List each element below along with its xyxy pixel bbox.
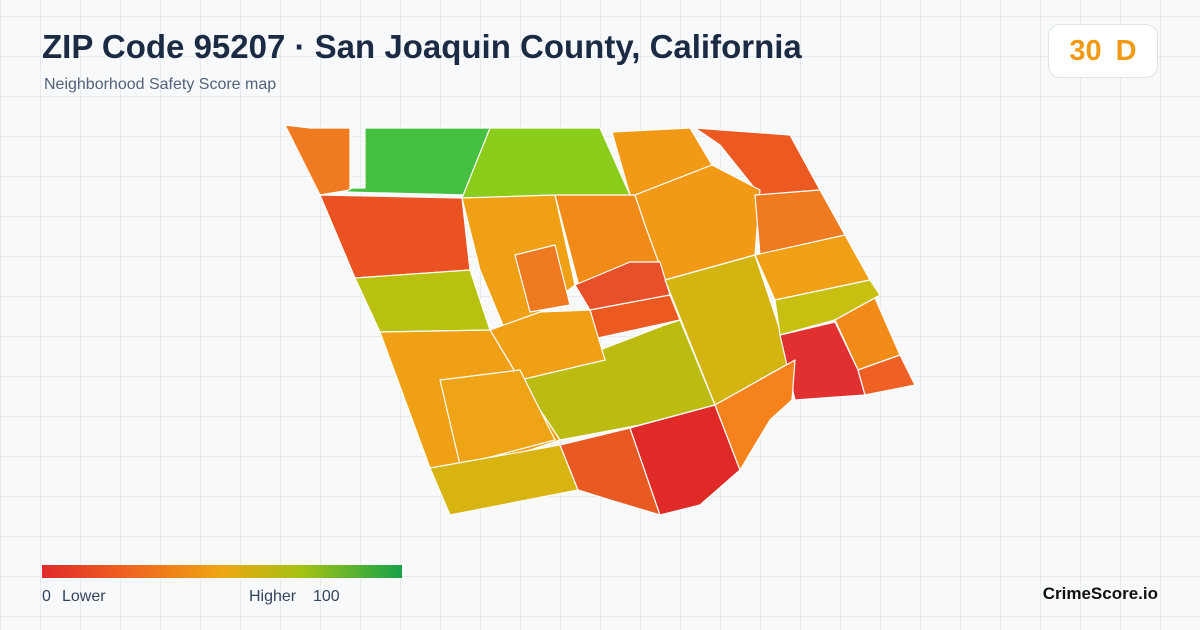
area — [319, 194, 471, 279]
score-grade: D — [1115, 34, 1137, 67]
area — [354, 269, 491, 333]
area — [629, 404, 741, 516]
legend-gradient — [42, 565, 402, 578]
area — [439, 369, 556, 466]
area — [461, 127, 631, 199]
legend-min: 0 — [42, 588, 51, 605]
legend-min-label: Lower — [62, 588, 106, 605]
area — [284, 124, 351, 196]
legend-max: 100 — [313, 588, 340, 605]
area — [714, 359, 796, 471]
area — [514, 244, 571, 313]
score-card: 30 D — [1048, 24, 1158, 78]
brand: CrimeScore.io — [1042, 584, 1158, 603]
area — [857, 354, 916, 396]
neighborhoods — [284, 124, 916, 516]
title: ZIP Code 95207 · San Joaquin County, Cal… — [42, 28, 802, 65]
area — [519, 319, 716, 441]
score-value: 30 — [1069, 34, 1102, 67]
subtitle: Neighborhood Safety Score map — [44, 76, 277, 93]
area — [559, 427, 661, 516]
area — [574, 261, 671, 311]
legend-max-label: Higher — [249, 588, 297, 605]
